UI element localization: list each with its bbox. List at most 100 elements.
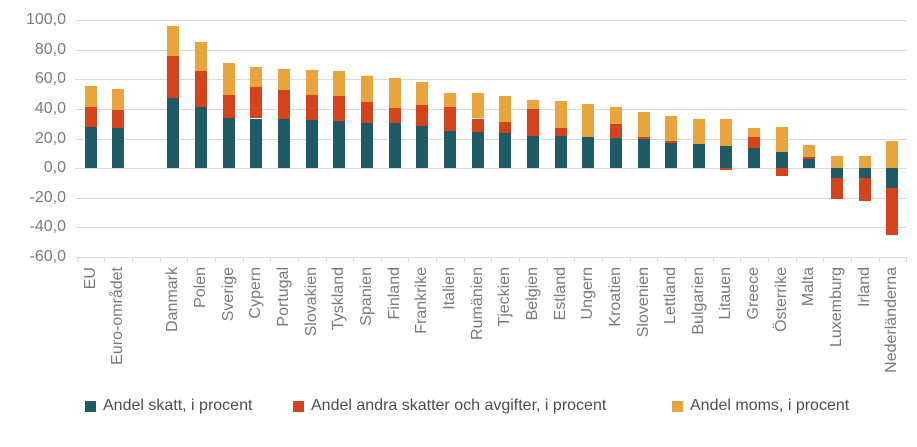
category-label: Polen xyxy=(192,267,210,308)
bar-segment xyxy=(582,104,595,137)
gridline xyxy=(75,168,907,170)
axis-tick xyxy=(519,257,521,262)
bar-segment xyxy=(84,107,97,128)
bar-segment xyxy=(609,106,622,125)
category-label: Malta xyxy=(800,267,818,307)
axis-tick xyxy=(325,257,327,262)
gridline xyxy=(75,257,907,258)
bar-segment xyxy=(333,120,346,169)
legend-swatch-skatt-icon xyxy=(85,400,96,412)
axis-tick xyxy=(297,257,299,262)
axis-tick xyxy=(767,257,769,262)
bar-segment xyxy=(167,25,180,57)
legend-label-skatt: Andel skatt, i procent xyxy=(103,397,253,414)
bar-segment xyxy=(471,118,484,132)
bar-segment xyxy=(195,42,208,72)
axis-tick xyxy=(104,257,106,262)
bar-segment xyxy=(250,118,263,169)
category-label: Tyskland xyxy=(330,267,348,331)
category-label: Kroatien xyxy=(606,267,624,327)
bar-segment xyxy=(858,168,871,179)
category-label: Greece xyxy=(745,267,763,320)
y-axis-label: -20,0 xyxy=(29,188,66,206)
y-axis-label: 80,0 xyxy=(34,40,66,58)
bar-segment xyxy=(499,122,512,134)
axis-tick xyxy=(906,257,908,262)
category-label: Lettland xyxy=(662,267,680,324)
bar-segment xyxy=(720,119,733,146)
bar-segment xyxy=(720,145,733,169)
category-label: Belgien xyxy=(523,267,541,321)
bar-segment xyxy=(748,148,761,169)
bar-segment xyxy=(637,111,650,137)
y-axis-label: 0,0 xyxy=(43,159,66,177)
bar-segment xyxy=(831,168,844,178)
category-label: Irland xyxy=(855,267,873,308)
bar-segment xyxy=(526,108,539,136)
bar-segment xyxy=(305,94,318,120)
axis-tick xyxy=(131,257,133,262)
gridline xyxy=(75,49,907,51)
bar-segment xyxy=(637,137,650,140)
bar-segment xyxy=(222,62,235,95)
gridline xyxy=(75,197,907,199)
bar-segment xyxy=(775,126,788,152)
bar-segment xyxy=(333,71,346,96)
bar-segment xyxy=(443,106,456,132)
category-label: Bulgarien xyxy=(689,267,707,335)
bar-segment xyxy=(526,99,539,109)
bar-segment xyxy=(609,137,622,169)
axis-tick xyxy=(380,257,382,262)
y-axis-label: 40,0 xyxy=(34,99,66,117)
category-label: Luxemburg xyxy=(828,267,846,348)
legend-item-moms: Andel moms, i procent xyxy=(672,397,849,415)
axis-tick xyxy=(463,257,465,262)
bar-segment xyxy=(222,117,235,169)
category-label: Spanien xyxy=(358,267,375,326)
bar-segment xyxy=(582,137,595,169)
axis-tick xyxy=(187,257,189,262)
bar-segment xyxy=(526,135,539,169)
bar-segment xyxy=(443,92,456,107)
category-label: Slovakien xyxy=(302,267,320,337)
axis-tick xyxy=(823,257,825,262)
axis-tick xyxy=(629,257,631,262)
y-axis-label: 60,0 xyxy=(34,70,66,88)
bar-segment xyxy=(748,128,761,137)
bar-segment xyxy=(471,93,484,119)
axis-tick xyxy=(546,257,548,262)
bar-segment xyxy=(195,71,208,107)
y-axis-label: -40,0 xyxy=(29,218,66,236)
bar-segment xyxy=(554,101,567,129)
category-label: Ungern xyxy=(579,267,597,320)
bar-segment xyxy=(665,115,678,142)
axis-tick xyxy=(574,257,576,262)
bar-segment xyxy=(554,136,567,169)
legend-swatch-andra-skatter-icon xyxy=(293,400,304,412)
bar-segment xyxy=(278,68,291,90)
bar-segment xyxy=(803,159,816,169)
bar-segment xyxy=(167,97,180,169)
axis-tick xyxy=(850,257,852,262)
axis-tick xyxy=(159,257,161,262)
category-label: Nederländerna xyxy=(883,267,901,373)
bar-segment xyxy=(692,143,705,169)
category-label: Sverige xyxy=(219,267,237,322)
bar-segment xyxy=(858,178,871,202)
bar-segment xyxy=(388,108,401,123)
legend-swatch-moms-icon xyxy=(672,400,683,412)
bar-segment xyxy=(775,168,788,176)
gridline xyxy=(75,108,907,110)
category-label: Slovenien xyxy=(634,267,652,338)
axis-tick xyxy=(878,257,880,262)
bar-segment xyxy=(361,122,373,169)
bar-segment xyxy=(692,118,705,144)
bar-segment xyxy=(84,85,97,108)
bar-segment xyxy=(803,145,816,157)
y-axis-label: 100,0 xyxy=(25,11,66,28)
gridline xyxy=(75,138,907,140)
bar-segment xyxy=(278,119,291,169)
bar-segment xyxy=(886,168,899,189)
gridline xyxy=(75,227,907,229)
